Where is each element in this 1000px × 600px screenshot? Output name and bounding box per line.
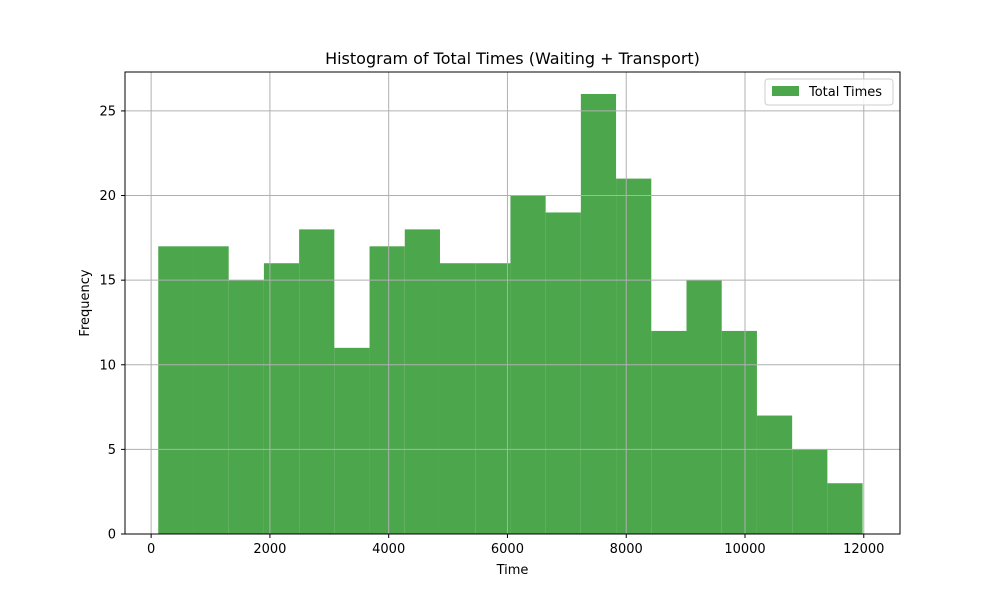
x-tick-label: 2000	[253, 542, 286, 557]
y-axis-label: Frequency	[78, 269, 93, 336]
histogram-bar	[439, 263, 476, 534]
histogram-bar	[299, 229, 335, 534]
y-tick-label: 20	[99, 189, 116, 204]
histogram-bar	[158, 246, 194, 535]
histogram-bar	[228, 280, 264, 534]
chart-title: Histogram of Total Times (Waiting + Tran…	[325, 49, 700, 68]
histogram-bar	[756, 415, 793, 534]
legend-label: Total Times	[808, 85, 882, 100]
histogram-bar	[369, 246, 405, 535]
x-tick-label: 12000	[843, 542, 884, 557]
histogram-bar	[686, 280, 722, 534]
y-tick-label: 15	[99, 274, 116, 289]
legend: Total Times	[764, 78, 894, 106]
x-tick-label: 4000	[372, 542, 405, 557]
y-tick-label: 5	[108, 443, 116, 458]
histogram-bar	[721, 330, 757, 534]
x-tick-label: 6000	[491, 542, 524, 557]
histogram-bar	[651, 330, 687, 534]
y-tick-label: 0	[108, 528, 116, 543]
histogram-bar	[792, 449, 828, 534]
histogram-bar	[545, 212, 581, 534]
histogram-bar	[580, 94, 617, 534]
histogram-bar	[334, 347, 370, 534]
x-axis-label: Time	[496, 563, 529, 578]
legend-swatch	[772, 86, 799, 96]
histogram-bar	[263, 263, 300, 534]
histogram-bar	[827, 483, 863, 534]
histogram-bar	[193, 246, 229, 535]
x-tick-label: 8000	[610, 542, 643, 557]
histogram-bar	[616, 178, 652, 534]
histogram-bar	[475, 263, 511, 534]
histogram-bar	[404, 229, 440, 534]
x-tick-label: 0	[147, 542, 155, 557]
y-tick-label: 25	[99, 104, 116, 119]
legend-box	[764, 78, 894, 106]
y-tick-label: 10	[99, 358, 116, 373]
y-axis-ticks: 0 5 10 15 20 25	[99, 104, 125, 543]
x-axis-ticks: 0 2000 4000 6000 8000 10000 12000	[147, 534, 884, 557]
plot-frame	[124, 71, 901, 535]
x-tick-label: 10000	[724, 542, 765, 557]
